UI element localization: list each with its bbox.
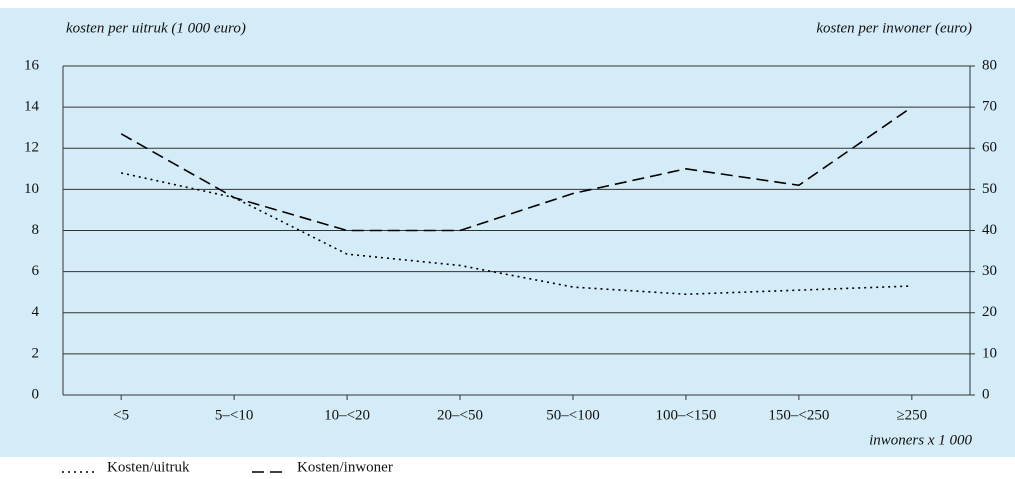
y2-tick-label: 80 (982, 57, 997, 73)
y2-tick-label: 40 (982, 222, 997, 238)
chart-background (0, 8, 1015, 457)
y-axis-label: kosten per uitruk (1 000 euro) (66, 20, 246, 36)
series-line (120, 106, 913, 232)
x-tick-label: 50–<100 (546, 407, 599, 423)
y-tick-label: 0 (32, 386, 40, 402)
x-tick-label: 10–<20 (324, 407, 370, 423)
y2-axis-label: kosten per inwoner (euro) (816, 20, 972, 36)
y2-tick-label: 50 (982, 181, 997, 197)
y-tick-label: 14 (24, 99, 40, 115)
x-tick-label: 100–<150 (655, 407, 716, 423)
y2-tick-label: 0 (982, 386, 990, 402)
y2-tick-label: 30 (982, 263, 997, 279)
y-tick-label: 16 (24, 57, 40, 73)
x-tick-label: 150–<250 (768, 407, 829, 423)
y2-tick-label: 10 (982, 345, 997, 361)
y-tick-label: 10 (24, 181, 39, 197)
y2-tick-label: 20 (982, 304, 997, 320)
y-tick-label: 6 (32, 263, 40, 279)
y-tick-label: 2 (32, 345, 40, 361)
x-tick-label: ≥250 (896, 407, 927, 423)
legend-label: Kosten/inwoner (297, 459, 393, 475)
x-axis-label: inwoners x 1 000 (869, 432, 972, 448)
y-tick-label: 12 (24, 140, 39, 156)
x-tick-label: 5–<10 (215, 407, 253, 423)
y2-tick-label: 60 (982, 140, 997, 156)
x-tick-label: <5 (113, 407, 129, 423)
y-tick-label: 8 (32, 222, 40, 238)
x-tick-label: 20–<50 (437, 407, 483, 423)
legend-label: Kosten/uitruk (107, 459, 190, 475)
y-tick-label: 4 (32, 304, 40, 320)
y2-tick-label: 70 (982, 99, 997, 115)
